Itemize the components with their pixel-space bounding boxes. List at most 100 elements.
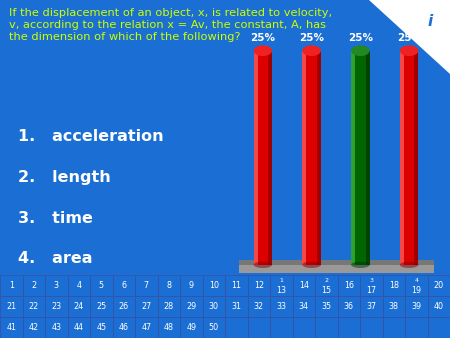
Bar: [405, 275, 428, 296]
Text: 20: 20: [434, 282, 444, 290]
Bar: [238, 265, 433, 273]
Text: 7: 7: [144, 282, 149, 290]
Text: 26: 26: [119, 302, 129, 311]
Bar: [202, 296, 225, 317]
Bar: [45, 317, 68, 338]
Ellipse shape: [254, 45, 272, 56]
Bar: [225, 296, 248, 317]
Bar: [270, 275, 292, 296]
Bar: [338, 275, 360, 296]
Text: 27: 27: [141, 302, 151, 311]
Bar: [135, 296, 158, 317]
Bar: [360, 296, 382, 317]
Text: 4: 4: [76, 282, 81, 290]
Bar: [45, 275, 68, 296]
Text: 25%: 25%: [348, 33, 373, 43]
Bar: [0, 296, 22, 317]
Bar: [248, 296, 270, 317]
Bar: [338, 317, 360, 338]
Text: 48: 48: [164, 323, 174, 332]
Text: i: i: [427, 15, 432, 29]
Text: 13: 13: [276, 286, 286, 295]
Text: 41: 41: [6, 323, 16, 332]
Bar: [248, 275, 270, 296]
Bar: [302, 51, 321, 265]
Text: 18: 18: [389, 282, 399, 290]
Text: 15: 15: [321, 286, 331, 295]
Text: 40: 40: [434, 302, 444, 311]
Text: 21: 21: [6, 302, 16, 311]
Ellipse shape: [302, 262, 321, 268]
Bar: [90, 317, 112, 338]
Bar: [180, 296, 202, 317]
Bar: [158, 275, 180, 296]
Text: 36: 36: [344, 302, 354, 311]
Text: 25: 25: [96, 302, 106, 311]
Bar: [400, 51, 418, 265]
Text: 22: 22: [29, 302, 39, 311]
Text: 4.   area: 4. area: [18, 251, 93, 266]
Text: 23: 23: [51, 302, 61, 311]
Bar: [360, 317, 382, 338]
Text: 32: 32: [254, 302, 264, 311]
Bar: [360, 275, 382, 296]
Text: 4: 4: [414, 277, 418, 283]
Text: 9: 9: [189, 282, 194, 290]
Ellipse shape: [254, 262, 272, 268]
Ellipse shape: [351, 45, 369, 56]
Bar: [202, 317, 225, 338]
Text: 49: 49: [186, 323, 196, 332]
Bar: [428, 275, 450, 296]
Bar: [180, 317, 202, 338]
Bar: [112, 317, 135, 338]
Bar: [414, 51, 419, 265]
Bar: [202, 275, 225, 296]
Bar: [0, 275, 22, 296]
Text: 2: 2: [324, 277, 328, 283]
Text: 2: 2: [31, 282, 36, 290]
Text: 2.   length: 2. length: [18, 170, 111, 185]
Text: 24: 24: [74, 302, 84, 311]
Bar: [225, 317, 248, 338]
Text: 35: 35: [321, 302, 331, 311]
Ellipse shape: [400, 45, 418, 56]
Bar: [317, 51, 321, 265]
Bar: [292, 275, 315, 296]
Bar: [270, 317, 292, 338]
Text: 44: 44: [74, 323, 84, 332]
Polygon shape: [369, 0, 450, 74]
Text: 43: 43: [51, 323, 61, 332]
Text: 3.   time: 3. time: [18, 211, 93, 225]
Bar: [292, 296, 315, 317]
Bar: [254, 51, 258, 265]
Text: If the displacement of an object, x, is related to velocity,
v, according to the: If the displacement of an object, x, is …: [9, 8, 332, 42]
Text: 37: 37: [366, 302, 376, 311]
Text: 5: 5: [99, 282, 104, 290]
Bar: [225, 275, 248, 296]
Bar: [248, 317, 270, 338]
Bar: [180, 275, 202, 296]
Text: 33: 33: [276, 302, 286, 311]
Text: 6: 6: [121, 282, 126, 290]
Bar: [268, 51, 272, 265]
Text: 14: 14: [299, 282, 309, 290]
Bar: [365, 51, 369, 265]
Text: 31: 31: [231, 302, 241, 311]
Text: 38: 38: [389, 302, 399, 311]
Bar: [68, 275, 90, 296]
Text: 25%: 25%: [299, 33, 324, 43]
Text: 45: 45: [96, 323, 106, 332]
Bar: [254, 51, 272, 265]
Bar: [0, 317, 22, 338]
Text: 1.   acceleration: 1. acceleration: [18, 129, 164, 144]
Ellipse shape: [351, 262, 369, 268]
Text: 50: 50: [209, 323, 219, 332]
Bar: [238, 261, 433, 265]
Bar: [382, 317, 405, 338]
Bar: [112, 275, 135, 296]
Bar: [315, 275, 338, 296]
Text: 25%: 25%: [250, 33, 275, 43]
Bar: [22, 296, 45, 317]
Bar: [302, 51, 306, 265]
Text: 16: 16: [344, 282, 354, 290]
